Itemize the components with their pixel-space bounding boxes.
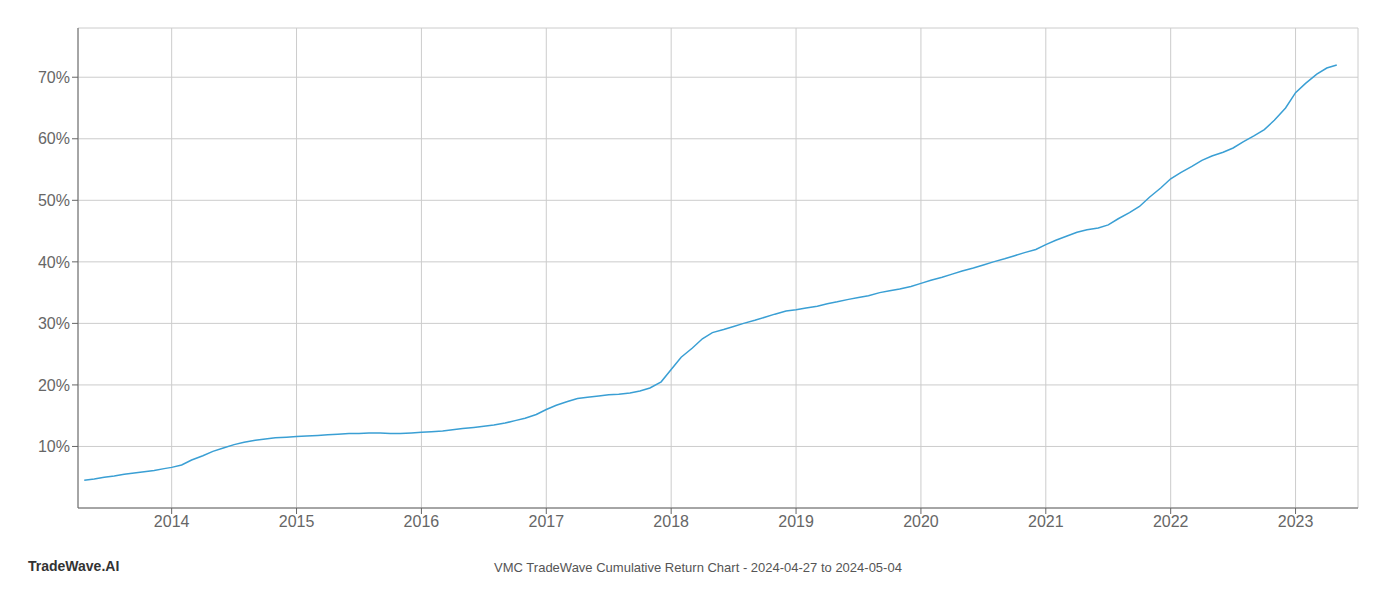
svg-text:2020: 2020	[903, 513, 939, 530]
html-text:TradeWave.AI: TradeWave.AI	[28, 558, 120, 574]
svg-text:2021: 2021	[1028, 513, 1064, 530]
html-text:VMC TradeWave Cumulative Retur: VMC TradeWave Cumulative Return Chart - …	[494, 560, 902, 575]
svg-text:70%: 70%	[38, 69, 70, 86]
svg-text:2018: 2018	[653, 513, 689, 530]
svg-text:2015: 2015	[279, 513, 315, 530]
svg-text:30%: 30%	[38, 315, 70, 332]
svg-text:2019: 2019	[778, 513, 814, 530]
svg-text:20%: 20%	[38, 377, 70, 394]
svg-text:2017: 2017	[528, 513, 564, 530]
svg-text:2022: 2022	[1153, 513, 1189, 530]
svg-text:50%: 50%	[38, 192, 70, 209]
svg-text:2014: 2014	[154, 513, 190, 530]
svg-text:40%: 40%	[38, 254, 70, 271]
svg-text:2023: 2023	[1278, 513, 1314, 530]
svg-text:60%: 60%	[38, 130, 70, 147]
svg-text:2016: 2016	[404, 513, 440, 530]
svg-text:10%: 10%	[38, 438, 70, 455]
